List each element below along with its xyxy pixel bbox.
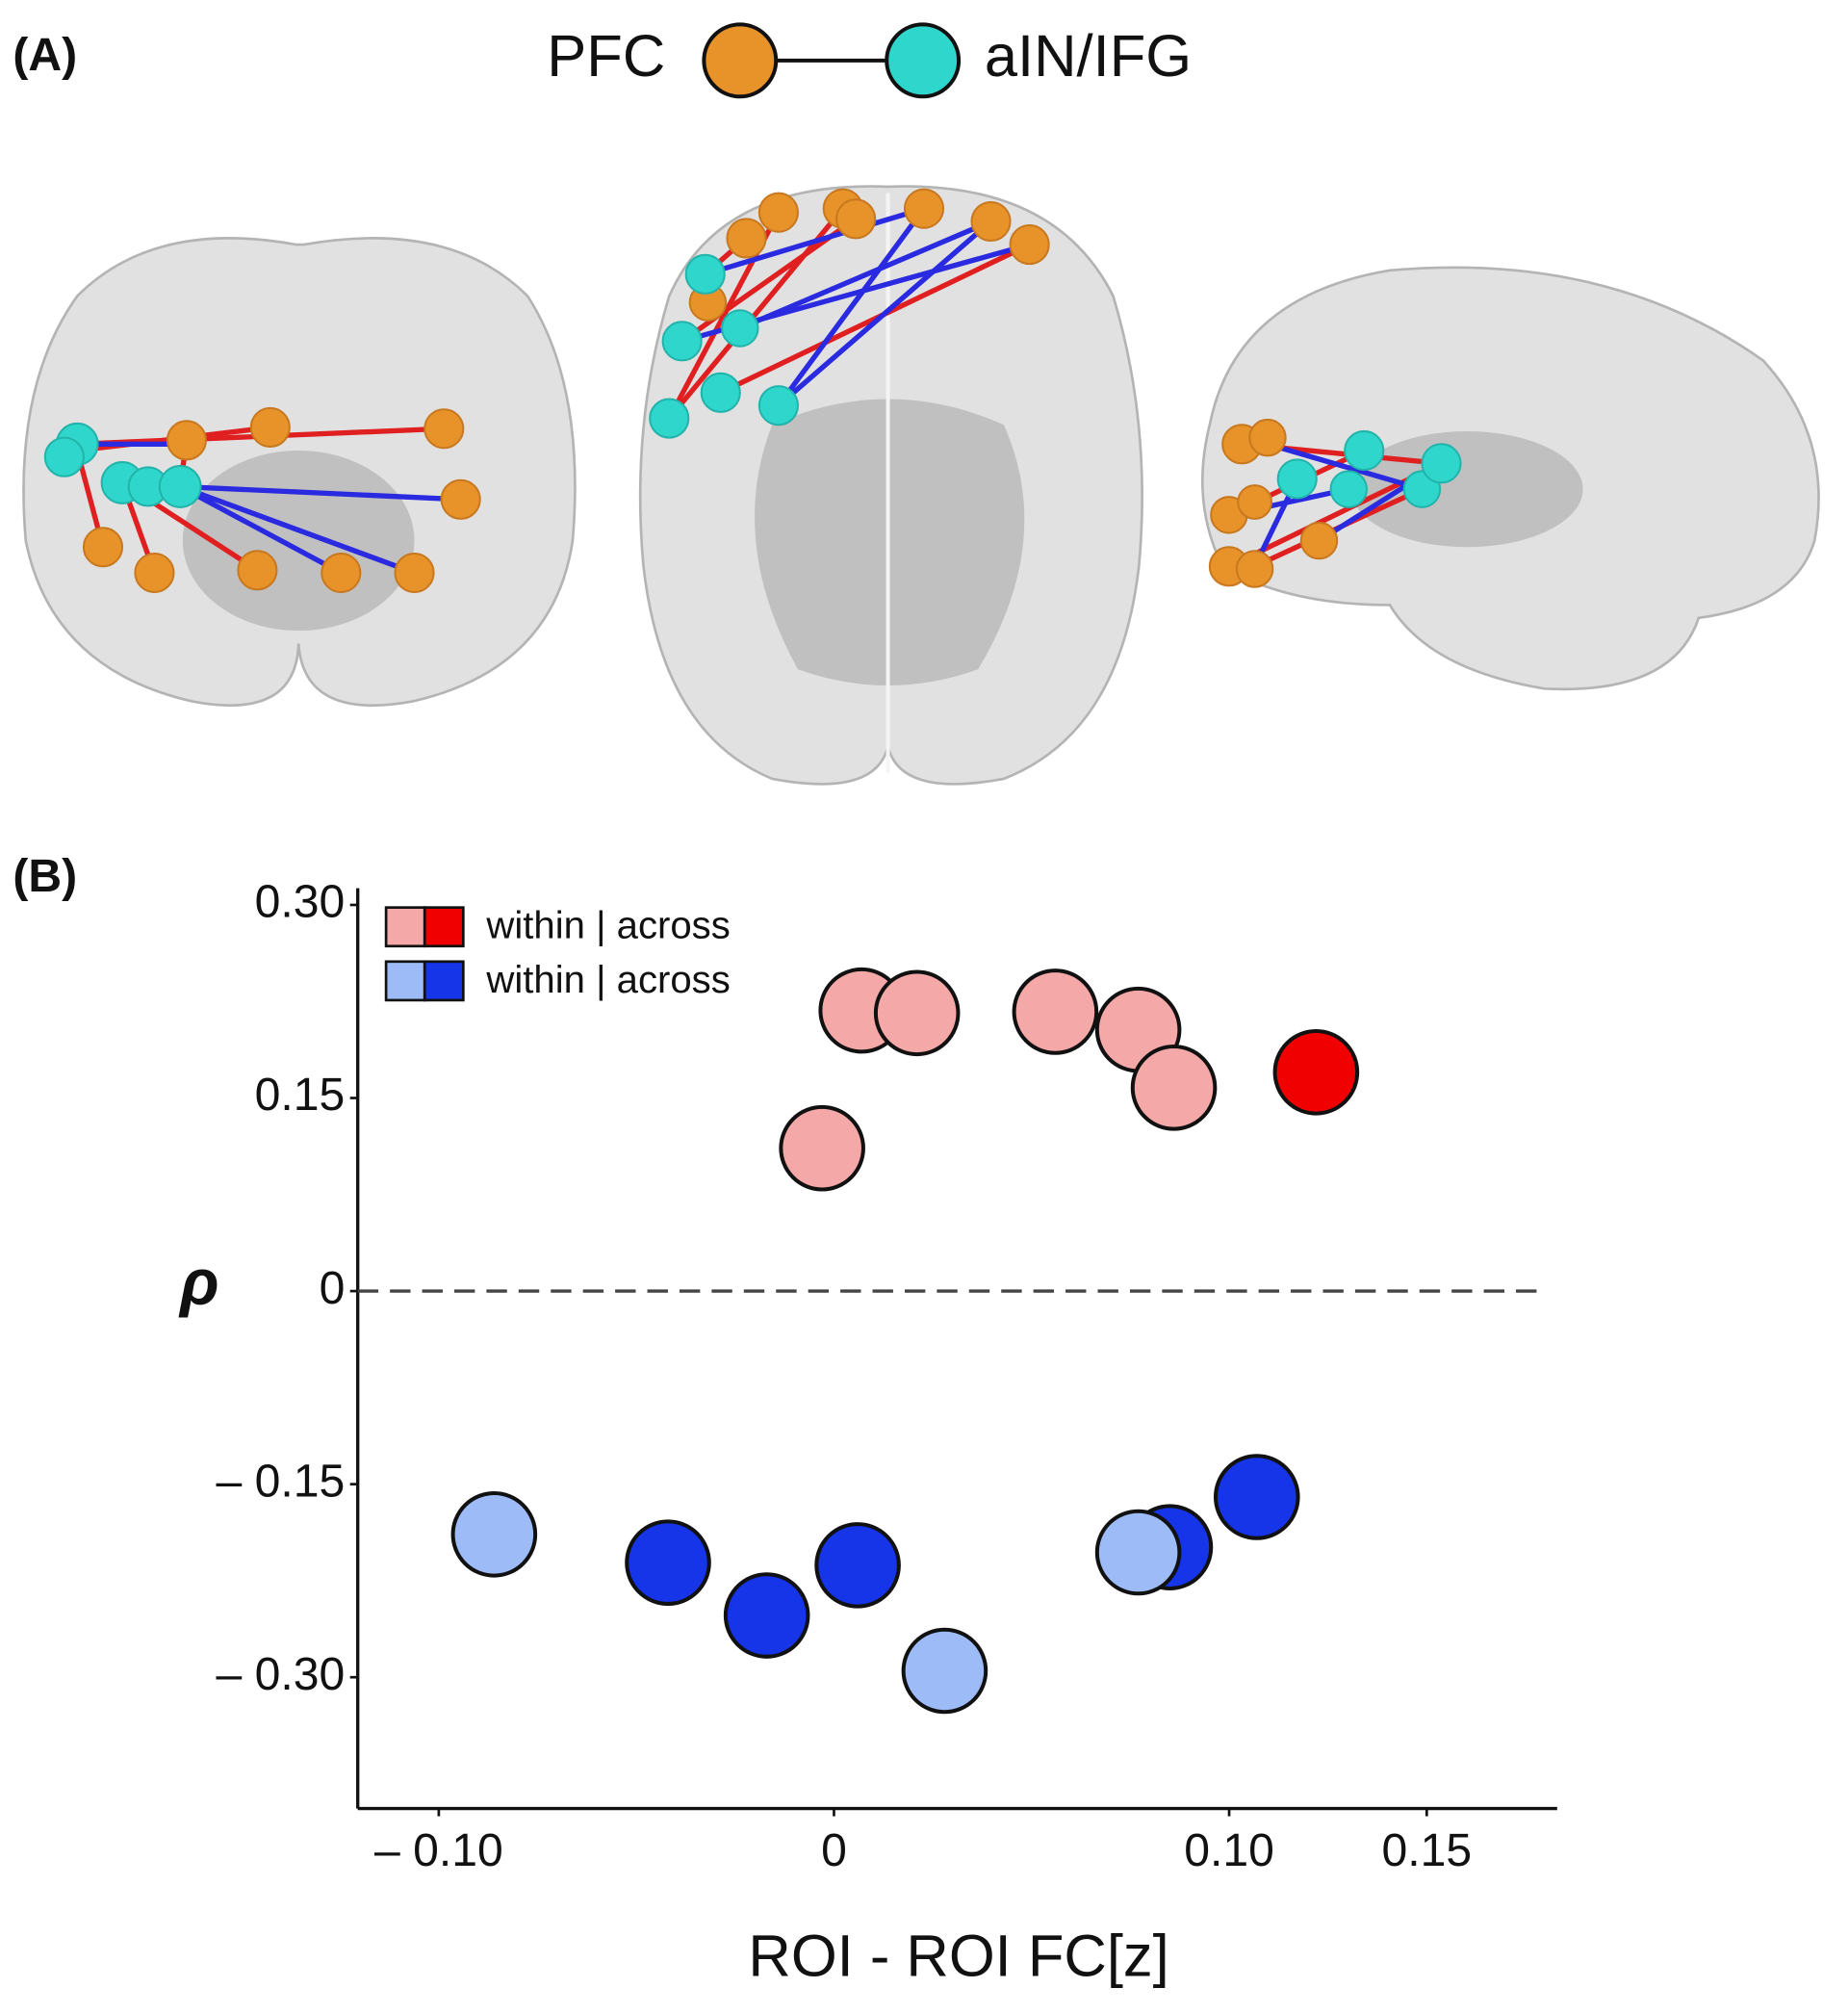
legend-swatch: [423, 906, 465, 948]
brain-sagittal: [1200, 266, 1820, 691]
point: [1094, 1509, 1182, 1596]
point: [1272, 1028, 1360, 1116]
point: [901, 1627, 988, 1715]
legend-label: within | across: [485, 905, 730, 947]
brain-coronal: [22, 237, 577, 708]
y-tick-label: – 0.30: [217, 1648, 346, 1700]
legend-swatch: [423, 960, 465, 1002]
point: [1130, 1045, 1218, 1131]
x-tick-label: 0: [821, 1824, 847, 1876]
panel-label: (B): [13, 850, 77, 902]
legend-swatch: [384, 960, 426, 1002]
y-tick-label: 0.30: [255, 876, 346, 928]
legend-node: [885, 22, 962, 99]
point: [779, 1104, 865, 1192]
point: [814, 1522, 901, 1609]
brain-axial: [638, 185, 1143, 786]
y-tick-label: – 0.15: [217, 1455, 346, 1507]
panel-label: (A): [13, 29, 77, 81]
x-axis-label: ROI - ROI FC[z]: [748, 1924, 1168, 1990]
legend-label: PFC: [547, 23, 665, 90]
legend-node: [702, 22, 779, 99]
point: [873, 969, 961, 1057]
legend-label: within | across: [485, 959, 730, 1001]
point: [1012, 968, 1099, 1055]
x-tick-label: – 0.10: [374, 1824, 503, 1876]
y-axis-label: ρ: [178, 1247, 218, 1319]
point: [625, 1519, 711, 1606]
point: [1213, 1454, 1300, 1540]
y-tick-label: 0: [320, 1262, 346, 1314]
x-tick-label: 0.15: [1381, 1824, 1472, 1876]
legend-swatch: [384, 906, 426, 948]
x-tick-label: 0.10: [1184, 1824, 1274, 1876]
legend-label: aIN/IFG: [985, 23, 1192, 90]
y-tick-label: 0.15: [255, 1069, 346, 1121]
point: [723, 1572, 810, 1659]
scatter-chart: 0.30 0.15 0 – 0.15 – 0.30 – 0.10 0 0.10 0.15 ROI …: [178, 876, 1557, 1990]
point: [450, 1490, 538, 1578]
